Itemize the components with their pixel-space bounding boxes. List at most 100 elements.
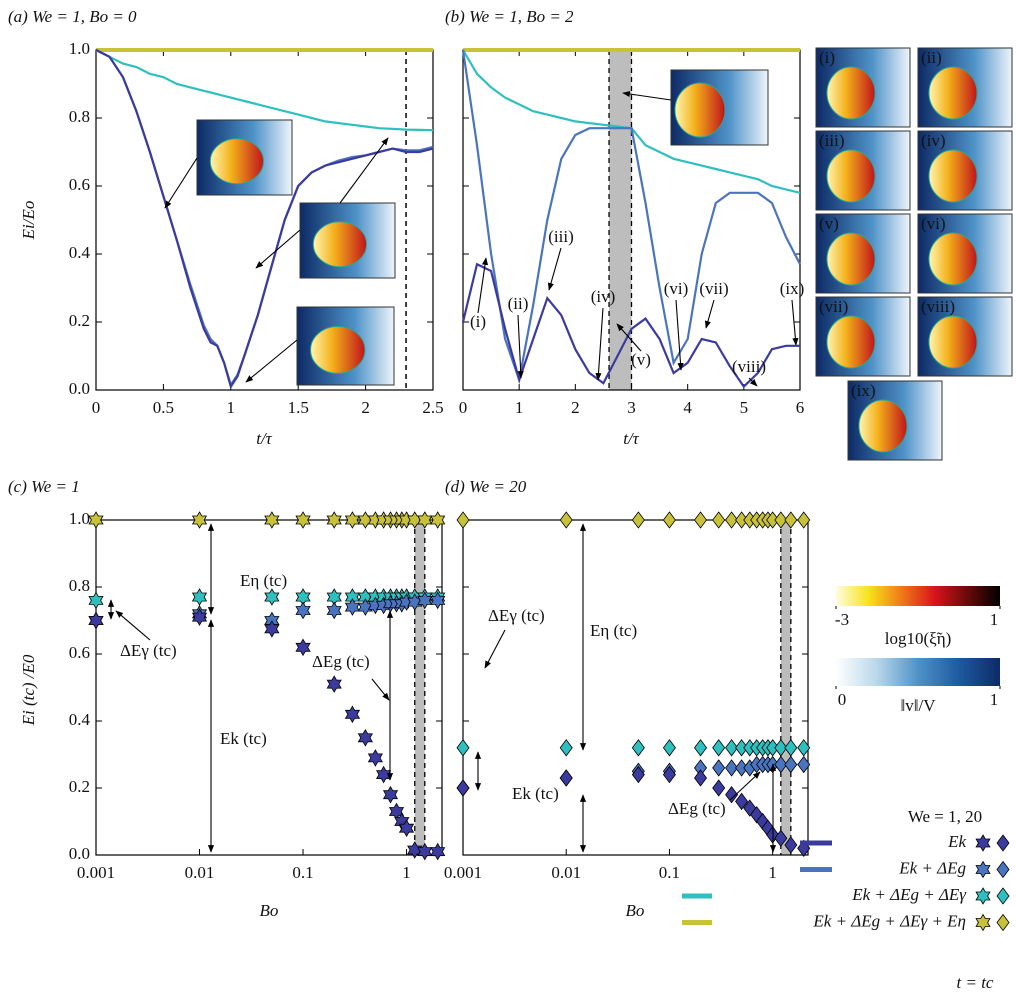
inset-drop bbox=[826, 149, 876, 203]
legend-star bbox=[975, 913, 991, 932]
legend-note: t = tc bbox=[957, 973, 994, 992]
data-marker bbox=[712, 759, 726, 777]
series-line bbox=[461, 262, 800, 389]
inset-drop bbox=[928, 232, 978, 286]
arrow bbox=[164, 157, 198, 209]
data-marker bbox=[398, 819, 415, 837]
annotation: Eη (tc) bbox=[240, 571, 287, 590]
data-marker bbox=[295, 601, 311, 620]
inset-label: (viii) bbox=[921, 297, 955, 316]
inset-drop bbox=[826, 232, 876, 286]
data-marker bbox=[88, 611, 104, 630]
legend-label: Ek + ΔEg + ΔEγ bbox=[851, 885, 967, 904]
data-marker bbox=[295, 511, 311, 529]
legend-diamond bbox=[996, 887, 1010, 905]
annotation: (iii) bbox=[548, 227, 574, 246]
arrow bbox=[115, 610, 151, 641]
legend-label: Ek + ΔEg + ΔEγ + Eη bbox=[812, 911, 966, 930]
data-marker bbox=[367, 749, 383, 767]
inset-drop bbox=[674, 82, 726, 138]
data-marker bbox=[326, 675, 342, 693]
x-axis-label: t/τ bbox=[256, 429, 272, 448]
inset-drop bbox=[826, 66, 876, 120]
data-marker bbox=[407, 841, 423, 859]
data-marker bbox=[357, 511, 373, 529]
inset-drop bbox=[858, 399, 908, 453]
arrow bbox=[791, 299, 799, 346]
annotation: ΔEg (tc) bbox=[668, 799, 726, 818]
inset-label: (i) bbox=[819, 48, 835, 67]
annotation: (ii) bbox=[508, 294, 529, 313]
annotation: (i) bbox=[470, 312, 486, 331]
y-tick-label: 0.8 bbox=[69, 107, 90, 126]
data-marker bbox=[774, 511, 788, 529]
data-marker bbox=[712, 739, 726, 757]
annotation: (vii) bbox=[699, 279, 728, 298]
data-marker bbox=[694, 769, 708, 787]
data-marker bbox=[662, 511, 676, 529]
data-marker bbox=[191, 608, 208, 626]
annotation: (ix) bbox=[780, 279, 805, 298]
data-marker bbox=[382, 785, 399, 804]
data-marker bbox=[559, 739, 573, 757]
data-marker bbox=[264, 620, 280, 638]
inset-drop bbox=[312, 221, 367, 268]
data-marker bbox=[797, 739, 811, 757]
legend-diamond bbox=[996, 834, 1010, 852]
y-axis-label: Ei/Eo bbox=[19, 201, 38, 241]
arrow bbox=[675, 299, 684, 371]
data-marker bbox=[774, 739, 788, 757]
legend-title: We = 1, 20 bbox=[908, 807, 982, 826]
data-marker bbox=[712, 511, 726, 529]
x-tick-label: 0.1 bbox=[292, 863, 313, 882]
data-marker bbox=[631, 739, 645, 757]
data-marker bbox=[456, 739, 470, 757]
y-tick-label: 1.0 bbox=[69, 39, 90, 58]
colorbar-label: ‖v‖/V bbox=[900, 696, 936, 715]
data-marker bbox=[344, 511, 361, 529]
data-marker bbox=[344, 598, 361, 616]
data-marker bbox=[662, 765, 676, 784]
y-tick-label: 1.0 bbox=[69, 509, 90, 528]
panel-title: (b) We = 1, Bo = 2 bbox=[445, 7, 574, 26]
data-marker bbox=[797, 511, 811, 529]
data-marker bbox=[725, 759, 739, 777]
data-marker bbox=[295, 638, 311, 657]
x-tick-label: 1 bbox=[768, 863, 777, 882]
panel-title: (c) We = 1 bbox=[8, 477, 80, 496]
annotation: (v) bbox=[631, 350, 651, 369]
annotation: Eη (tc) bbox=[590, 621, 637, 640]
data-marker bbox=[456, 511, 470, 529]
arrow bbox=[517, 314, 524, 379]
data-marker bbox=[264, 588, 280, 606]
data-marker bbox=[191, 511, 208, 529]
data-marker bbox=[725, 511, 739, 529]
data-marker bbox=[784, 511, 798, 529]
legend-star bbox=[975, 834, 991, 852]
colorbar-tick-label: 1 bbox=[990, 610, 999, 629]
data-marker bbox=[694, 739, 708, 757]
data-marker bbox=[357, 729, 373, 747]
inset-label: (ii) bbox=[921, 48, 942, 67]
shaded-region bbox=[780, 520, 791, 855]
data-marker bbox=[694, 511, 708, 529]
x-axis-label: Bo bbox=[260, 901, 279, 920]
data-marker bbox=[631, 765, 645, 784]
x-tick-label: 4 bbox=[683, 398, 692, 417]
data-marker bbox=[559, 769, 573, 787]
data-marker bbox=[712, 779, 726, 797]
annotation: Ek (tc) bbox=[512, 784, 559, 803]
panel-title: (d) We = 20 bbox=[445, 477, 527, 496]
x-tick-label: 0.1 bbox=[659, 863, 680, 882]
x-tick-label: 1.5 bbox=[288, 398, 309, 417]
data-marker bbox=[784, 755, 798, 774]
arrow bbox=[748, 377, 758, 387]
data-marker bbox=[430, 591, 446, 610]
data-marker bbox=[430, 842, 446, 861]
inset-drop bbox=[928, 66, 978, 120]
inset-label: (v) bbox=[819, 214, 839, 233]
arrow bbox=[547, 247, 562, 291]
legend-star bbox=[975, 860, 991, 879]
inset-label: (vi) bbox=[921, 214, 946, 233]
legend-label: Ek bbox=[947, 832, 966, 851]
